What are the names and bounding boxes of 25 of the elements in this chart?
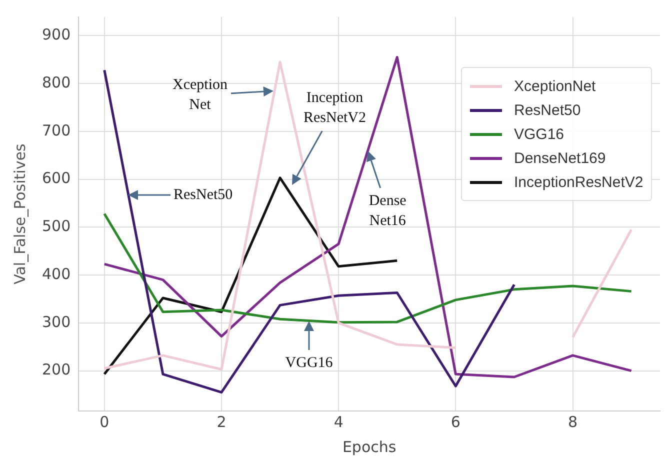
legend-label: VGG16 [514,126,564,142]
legend-label: DenseNet169 [514,150,606,166]
y-tick-label: 900 [42,26,71,44]
legend-label: InceptionResNetV2 [514,174,644,190]
y-tick-label: 300 [42,312,71,331]
x-tick-label: 6 [450,412,460,431]
legend-label: XceptionNet [514,78,596,94]
annotation: Dense Net16 [368,192,406,231]
annotation: Xception Net [172,76,228,115]
y-tick-label: 800 [42,73,71,92]
x-tick-label: 0 [100,412,110,431]
annotation: Inception ResNetV2 [304,89,366,128]
y-axis-title: Val_False_Positives [10,143,29,284]
x-axis-title: Epochs [342,438,396,456]
y-tick-label: 700 [42,121,71,140]
annotation: VGG16 [285,354,333,373]
x-tick-label: 2 [216,412,226,431]
x-tick-label: 8 [568,412,578,431]
y-tick-label: 600 [42,169,71,188]
y-tick-label: 500 [42,217,71,236]
annotation: ResNet50 [174,186,233,205]
legend-label: ResNet50 [514,102,581,118]
x-tick-label: 4 [334,412,344,431]
y-tick-label: 200 [42,360,71,379]
y-tick-label: 400 [42,264,71,283]
